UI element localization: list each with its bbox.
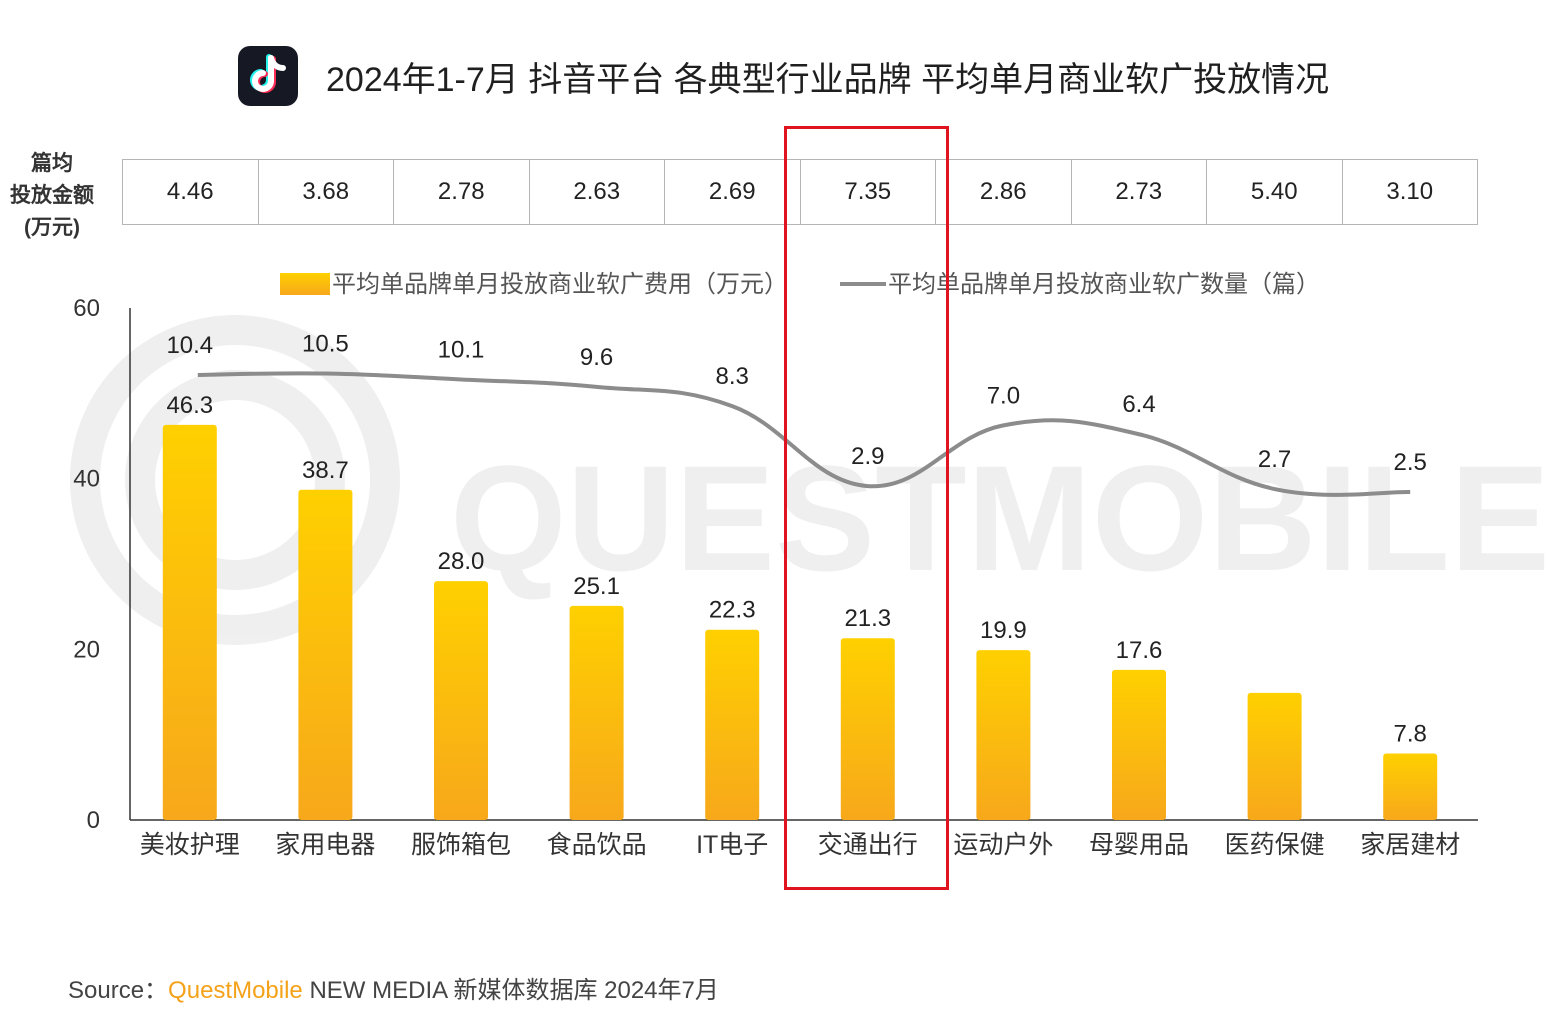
x-tick-label: 母婴用品: [1089, 831, 1189, 859]
table-cell: 7.35: [799, 159, 936, 225]
x-tick-label: 医药保健: [1225, 831, 1325, 859]
line-value-label: 2.5: [1394, 449, 1427, 476]
bar-value-label: 25.1: [573, 573, 620, 600]
table-cell: 2.63: [528, 159, 665, 225]
source-brand: QuestMobile: [168, 977, 303, 1004]
line-value-label: 7.0: [987, 382, 1020, 409]
line-value-label: 9.6: [580, 344, 613, 371]
tiktok-logo-icon: [238, 46, 298, 106]
line-value-label: 10.4: [166, 332, 213, 359]
legend: 平均单品牌单月投放商业软广费用（万元） 平均单品牌单月投放商业软广数量（篇）: [280, 271, 1320, 298]
x-tick-label: 食品饮品: [547, 831, 647, 859]
x-tick-labels: 美妆护理 家用电器 服饰箱包 食品饮品 IT电子 交通出行 运动户外 母婴用品 医药保健 家居建材: [140, 831, 1460, 859]
bar-母婴用品: [1112, 669, 1166, 820]
watermark-text: QUESTMOBILE: [450, 434, 1550, 602]
y-tick-label: 20: [73, 636, 100, 663]
table-cell: 3.10: [1341, 159, 1478, 225]
line-labels: 10.4 10.5 10.1 9.6 8.3 2.9 7.0 6.4 2.7 2.5: [166, 331, 1426, 476]
highlight-box-交通出行: [784, 126, 949, 890]
source-note: Source：QuestMobile NEW MEDIA 新媒体数据库 2024…: [68, 970, 719, 1005]
legend-bar-swatch: [280, 273, 330, 295]
x-tick-label: 美妆护理: [140, 831, 240, 859]
bar-IT电子: [705, 629, 760, 820]
source-rest: NEW MEDIA 新媒体数据库 2024年7月: [302, 977, 719, 1004]
line-value-label: 2.7: [1258, 446, 1291, 473]
bar-series: [162, 424, 1438, 820]
row-label-line-2: 投放金额: [10, 184, 94, 207]
bar-value-label: 38.7: [302, 457, 349, 484]
line-series: [197, 371, 1411, 497]
line-value-label: 6.4: [1122, 391, 1155, 418]
avg-amount-table: 4.46 3.68 2.78 2.63 2.69 7.35 2.86 2.73 …: [122, 159, 1478, 225]
y-tick-label: 60: [73, 295, 100, 322]
table-cell: 4.46: [122, 159, 259, 225]
title-row: 2024年1-7月 抖音平台 各典型行业品牌 平均单月商业软广投放情况: [238, 44, 1329, 108]
table-row-label: 篇均 投放金额 (万元): [0, 148, 104, 244]
chart-title: 2024年1-7月 抖音平台 各典型行业品牌 平均单月商业软广投放情况: [326, 60, 1330, 99]
bar-value-label: 17.6: [1116, 637, 1163, 664]
x-tick-label: IT电子: [696, 831, 768, 859]
bar-医药保健: [1247, 692, 1302, 820]
x-tick-label: 运动户外: [953, 831, 1053, 859]
table-cell: 2.86: [935, 159, 1072, 225]
bar-value-label: 19.9: [980, 617, 1027, 644]
bar-服饰箱包: [434, 581, 488, 820]
bar-美妆护理: [162, 424, 217, 820]
line-value-label: 10.1: [438, 336, 485, 363]
y-tick-label: 40: [73, 466, 100, 493]
line-value-label: 10.5: [302, 331, 349, 358]
table-cell: 5.40: [1206, 159, 1343, 225]
bar-value-label: 21.3: [844, 605, 891, 632]
line-value-label: 8.3: [716, 363, 749, 390]
bar-家用电器: [298, 489, 353, 820]
bar-value-label: 28.0: [438, 548, 485, 575]
bar-value-label: 22.3: [709, 597, 756, 624]
x-tick-label: 服饰箱包: [411, 831, 511, 859]
x-tick-label: 家用电器: [275, 831, 375, 859]
y-tick-label: 0: [87, 807, 100, 834]
bar-labels: 46.3 38.7 28.0 25.1 22.3 21.3 19.9 17.6 7.8: [166, 392, 1426, 748]
x-tick-label: 家居建材: [1360, 831, 1460, 859]
x-tick-label: 交通出行: [818, 831, 918, 859]
table-cell: 2.73: [1070, 159, 1207, 225]
legend-line-label: 平均单品牌单月投放商业软广数量（篇）: [888, 271, 1320, 298]
row-label-line-1: 篇均: [31, 152, 73, 175]
watermark: QUESTMOBILE: [70, 315, 1550, 645]
line-value-label: 2.9: [851, 443, 884, 470]
source-label: Source：: [68, 977, 169, 1004]
y-ticks: 0 20 40 60: [73, 295, 100, 834]
row-label-line-3: (万元): [24, 216, 80, 239]
bar-交通出行: [840, 638, 895, 820]
bar-运动户外: [976, 650, 1031, 820]
legend-bar-label: 平均单品牌单月投放商业软广费用（万元）: [332, 271, 788, 298]
bar-value-label: 7.8: [1394, 720, 1427, 747]
table-cell: 2.78: [393, 159, 530, 225]
bar-食品饮品: [569, 605, 624, 820]
bar-家居建材: [1383, 753, 1438, 820]
table-row: 4.46 3.68 2.78 2.63 2.69 7.35 2.86 2.73 …: [122, 159, 1478, 225]
bar-value-label: 46.3: [166, 392, 213, 419]
